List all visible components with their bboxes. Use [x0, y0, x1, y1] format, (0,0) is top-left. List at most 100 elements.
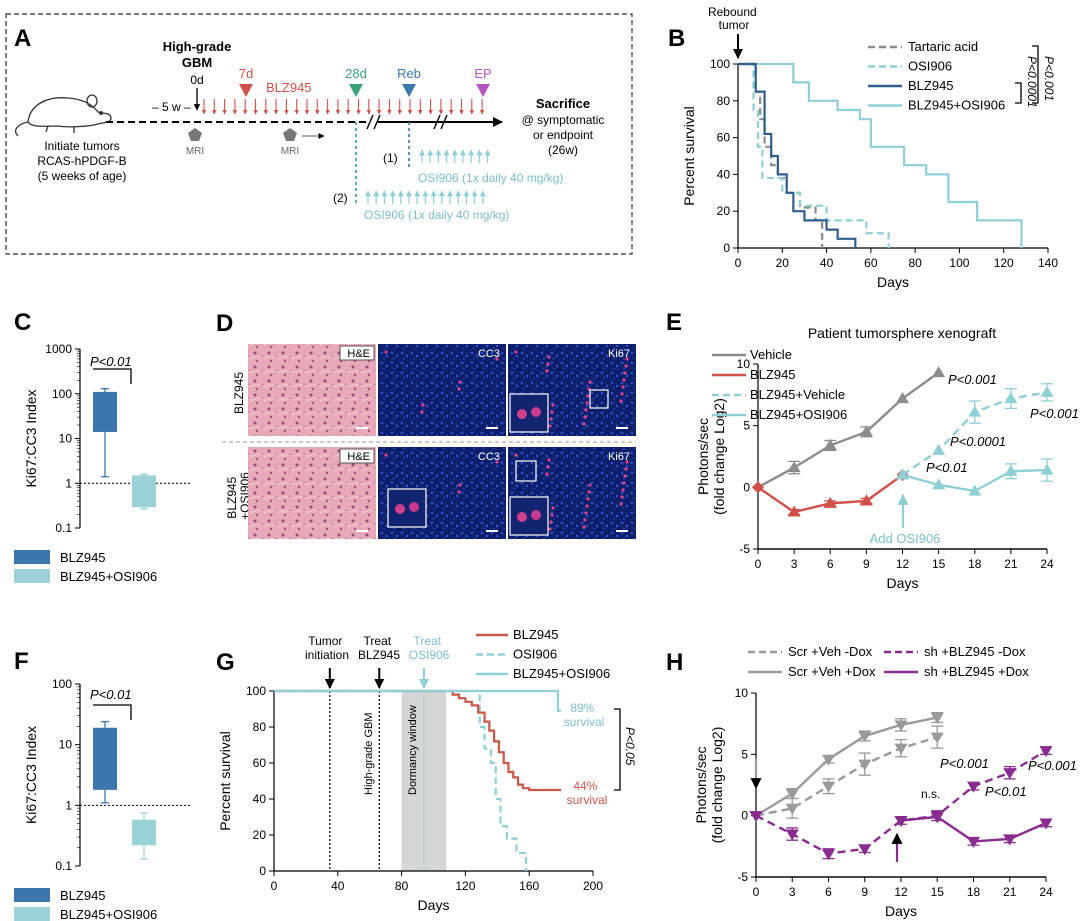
micrograph-cc3	[378, 344, 506, 436]
stain-spot	[622, 378, 626, 382]
x-tick-label: 0	[735, 256, 742, 270]
sacrifice-line-3: (26w)	[548, 143, 578, 157]
legend-label: BLZ945	[60, 888, 106, 903]
panel-f-p: P<0.01	[90, 687, 132, 702]
data-point	[1004, 392, 1018, 404]
event-tumor-l2: initiation	[305, 648, 349, 662]
sacrifice-line-2: or endpoint	[533, 128, 594, 142]
data-point	[822, 781, 835, 793]
tile-label-bg	[339, 448, 375, 464]
stain-spot	[619, 399, 623, 403]
stain-spot	[588, 483, 592, 487]
marker-label-ep: EP	[474, 66, 491, 81]
data-point	[930, 712, 944, 725]
legend-label: BLZ945+OSI906	[750, 407, 847, 422]
data-point	[752, 481, 764, 494]
data-point	[967, 781, 980, 793]
mouse-icon	[14, 94, 112, 137]
x-tick-label: 3	[789, 885, 796, 899]
zoom-inset	[509, 393, 549, 433]
arm1-daily-arrows	[419, 149, 491, 163]
tumor-word: tumor	[719, 18, 750, 32]
x-tick-label: 12	[894, 885, 908, 899]
sacrifice-title: Sacrifice	[536, 96, 590, 111]
y-tick-label: 80	[253, 720, 267, 734]
data-point	[858, 731, 872, 743]
y-tick-label: 0	[259, 864, 266, 878]
stain-spot	[384, 350, 388, 354]
y-axis-title: (fold change Log2)	[711, 398, 727, 515]
data-point	[1004, 464, 1018, 476]
x-axis-title: Days	[418, 897, 450, 913]
y-axis-title: Percent survival	[217, 731, 233, 831]
sacrifice-line-1: @ symptomatic	[522, 113, 605, 127]
stain-spot	[549, 417, 553, 421]
panel-c-letter: C	[14, 309, 31, 336]
panel-h-p1: P<0.001	[940, 756, 989, 771]
x-tick-label: 0	[753, 885, 760, 899]
x-tick-label: 12	[896, 557, 910, 571]
row-label-blz945: BLZ945	[232, 372, 246, 414]
stain-spot	[514, 350, 518, 354]
y-tick-label: 60	[717, 131, 731, 145]
legend-label: BLZ945	[513, 627, 559, 642]
panel-g-bracket	[614, 708, 621, 791]
y-tick-label: 40	[253, 792, 267, 806]
x-tick-label: 9	[863, 557, 870, 571]
data-point	[822, 754, 835, 766]
stain-spot	[587, 490, 591, 494]
panel-a-frame	[5, 13, 633, 255]
inset-cell	[409, 502, 419, 512]
stain-spot	[551, 403, 555, 407]
marker-triangle-7d	[239, 84, 253, 97]
stain-spot	[586, 394, 590, 398]
chart-e: 0 3 6 9 12 15 18 21 24 -5 0 5 10 Days Photons/sec (fold…	[695, 325, 1054, 591]
inset-cell	[517, 409, 527, 419]
x-tick-label: 120	[455, 879, 475, 893]
panel-g-survival: G 0 40 80 120 160 200 0 20 40 60 80 100 Days Percent …	[216, 627, 637, 913]
x-tick-label: 80	[395, 879, 409, 893]
tile-label: Ki67	[608, 348, 630, 360]
survival-89-l1: 89%	[570, 701, 594, 715]
x-tick-label: 80	[908, 256, 922, 270]
rebound-word: Rebound	[708, 5, 757, 19]
y-tick-label: 0.1	[55, 859, 72, 873]
data-point	[785, 829, 799, 841]
data-point	[749, 811, 763, 823]
stain-spot	[547, 355, 551, 359]
stain-spot	[585, 401, 589, 405]
tile-label: CC3	[478, 451, 500, 463]
legend-label: sh +BLZ945 -Dox	[924, 644, 1026, 659]
x-tick-label: 200	[583, 879, 603, 893]
x-tick-label: 160	[519, 879, 539, 893]
arm2-daily-arrows	[365, 190, 486, 204]
tile-label-bg	[339, 345, 375, 361]
x-tick-label: 9	[861, 885, 868, 899]
x-tick-label: 24	[1040, 557, 1054, 571]
stain-spot	[582, 525, 586, 529]
legend-label: sh +BLZ945 +Dox	[924, 664, 1029, 679]
x-tick-label: 0	[271, 879, 278, 893]
data-point	[930, 812, 944, 824]
x-tick-label: 6	[825, 885, 832, 899]
series-osi906	[274, 689, 528, 871]
marker-triangle-reb	[402, 84, 416, 97]
box-blz945-osi906	[132, 819, 156, 846]
arm2-text: OSI906 (1x daily 40 mg/kg)	[364, 208, 509, 222]
stain-spot	[624, 467, 628, 471]
stain-spot	[384, 453, 388, 457]
stain-spot	[550, 410, 554, 414]
y-tick-label: 100	[52, 387, 72, 401]
legend-label: BLZ945+OSI906	[60, 907, 157, 921]
y-tick-label: 20	[253, 828, 267, 842]
series-blz945-osi906	[274, 689, 562, 712]
data-point	[785, 789, 799, 801]
marker-label-28d: 28d	[345, 66, 367, 81]
survival-44: 44% survival	[567, 779, 608, 807]
y-tick-label: 1	[65, 798, 72, 812]
legend-swatch	[14, 550, 50, 564]
stain-spot	[625, 357, 629, 361]
high-grade-gbm-label: High-grade GBM	[363, 712, 375, 795]
y-tick-label: 100	[52, 677, 72, 691]
